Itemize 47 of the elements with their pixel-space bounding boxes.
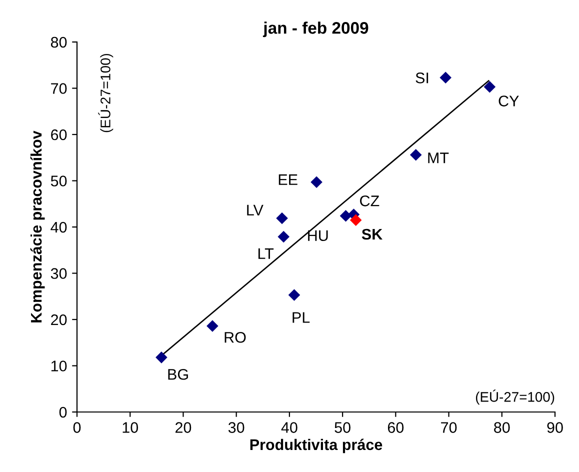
x-axis-title: Produktivita práce	[250, 438, 382, 454]
annotation: (EÚ-27=100)	[476, 390, 554, 405]
annotation: (EÚ-27=100)	[98, 54, 114, 132]
x-tick-label: 70	[441, 422, 457, 433]
annotation: MT	[428, 152, 449, 164]
x-tick-label: 20	[175, 422, 192, 433]
annotation: SI	[416, 72, 428, 84]
annotation: BG	[168, 368, 188, 380]
point	[310, 176, 322, 188]
point	[350, 214, 362, 226]
point	[206, 320, 218, 332]
annotation: LV	[247, 204, 264, 216]
point	[484, 80, 496, 93]
annotation: RO	[224, 332, 246, 343]
chart-title: jan - feb 2009	[262, 22, 368, 38]
y-tick-label: 70	[51, 83, 67, 94]
y-tick-label: 60	[51, 129, 67, 140]
x-tick-label: 0	[73, 422, 81, 433]
point	[440, 72, 452, 84]
annotation: EE	[278, 174, 298, 185]
point	[276, 212, 288, 224]
x-tick-label: 90	[547, 422, 563, 433]
y-tick-label: 0	[59, 406, 67, 418]
y-tick-label: 80	[50, 36, 67, 48]
x-tick-label: 30	[228, 422, 244, 433]
x-tick-label: 10	[122, 422, 138, 433]
y-tick-label: 30	[50, 268, 67, 279]
x-tick-label: 60	[388, 422, 404, 433]
annotation: LT	[258, 248, 274, 259]
x-tick-label: 50	[334, 422, 350, 433]
x-tick-label: 40	[281, 422, 298, 433]
point	[410, 148, 422, 161]
annotation: HU	[308, 230, 328, 242]
y-tick-label: 10	[51, 360, 67, 372]
point	[278, 230, 290, 243]
y-tick-label: 50	[50, 176, 67, 186]
annotation: CZ	[360, 196, 380, 206]
y-tick-label: 40	[50, 222, 67, 233]
annotation: CY	[498, 96, 519, 106]
point	[288, 289, 300, 301]
y-axis-title: Kompenzácie pracovníkov	[30, 130, 45, 322]
point	[340, 210, 352, 222]
y-tick-label: 20	[51, 314, 67, 326]
point	[156, 352, 168, 364]
x-tick-label: 80	[494, 422, 510, 433]
series-label: SK	[362, 228, 382, 240]
annotation: PL	[292, 312, 310, 323]
